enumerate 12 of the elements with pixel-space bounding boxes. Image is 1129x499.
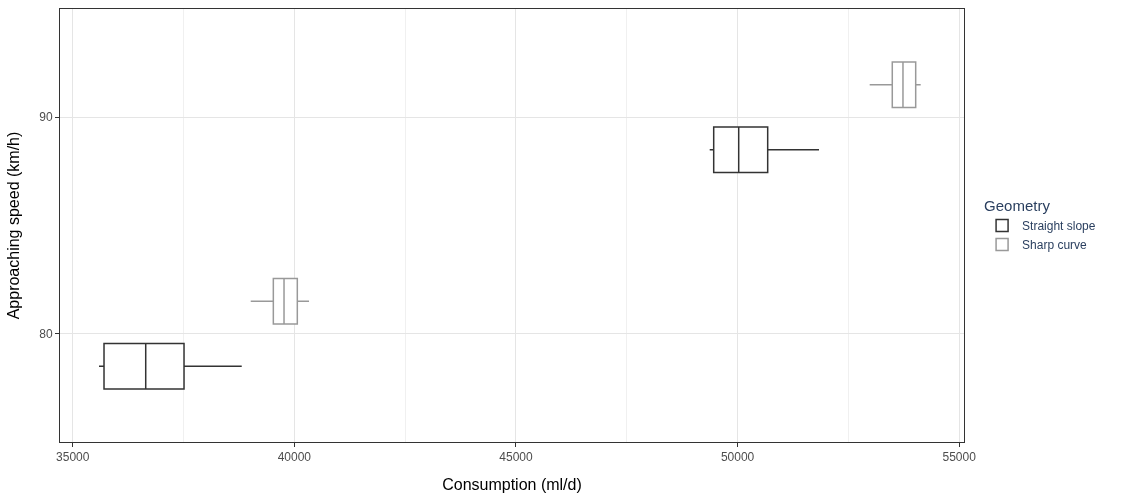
legend-label: Sharp curve — [1022, 238, 1088, 253]
x-tick-label: 40000 — [277, 450, 312, 465]
x-axis-title: Consumption (ml/d) — [442, 476, 582, 494]
legend-title: Geometry — [984, 197, 1051, 214]
y-axis-title: Approaching speed (km/h) — [5, 131, 23, 320]
y-tick-label: 80 — [39, 326, 53, 341]
x-tick-label: 55000 — [942, 450, 977, 465]
x-tick-label: 35000 — [56, 450, 90, 465]
x-tick-label: 45000 — [499, 450, 533, 465]
y-tick-label: 90 — [39, 110, 53, 125]
legend-label: Straight slope — [1022, 219, 1096, 234]
x-tick-label: 50000 — [720, 450, 755, 465]
